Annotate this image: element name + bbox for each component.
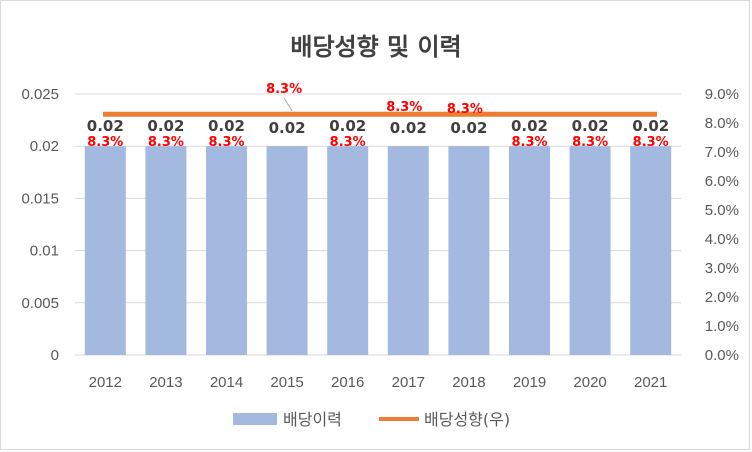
line-data-label: 8.3% <box>447 102 483 117</box>
bar-data-label: 0.02 <box>208 117 245 135</box>
x-tick-label: 2013 <box>149 374 182 391</box>
right-tick-label: 9.0% <box>705 86 739 103</box>
right-tick-label: 7.0% <box>705 144 739 161</box>
bar <box>630 146 672 355</box>
x-tick-label: 2016 <box>331 374 364 391</box>
bar <box>387 146 429 355</box>
left-tick-label: 0.025 <box>21 86 59 103</box>
bar-data-label: 0.02 <box>269 119 306 137</box>
right-tick-label: 0.0% <box>705 347 739 364</box>
x-tick-label: 2012 <box>89 374 122 391</box>
bar <box>327 146 369 355</box>
right-tick-label: 3.0% <box>705 260 739 277</box>
leader-line <box>283 97 293 112</box>
left-tick-label: 0.015 <box>21 190 59 207</box>
line-data-label: 8.3% <box>330 135 366 150</box>
right-tick-label: 6.0% <box>705 173 739 190</box>
line-data-label: 8.3% <box>386 100 422 115</box>
left-tick-label: 0.01 <box>30 243 59 260</box>
left-tick-label: 0.005 <box>21 295 59 312</box>
bars <box>84 146 672 355</box>
bar <box>509 146 550 355</box>
bar-data-label: 0.02 <box>572 117 609 135</box>
chart-title: 배당성향 및 이력 <box>290 33 461 61</box>
line-data-label: 8.3% <box>511 135 547 150</box>
x-tick-label: 2018 <box>452 374 485 391</box>
line-data-label: 8.3% <box>148 135 184 150</box>
bar <box>145 146 187 355</box>
x-tick-label: 2021 <box>634 374 667 391</box>
legend: 배당이력 배당성향(우) <box>233 410 510 429</box>
bar-data-label: 0.02 <box>390 119 427 137</box>
bar-data-label: 0.02 <box>632 117 669 135</box>
bar <box>266 146 308 355</box>
x-tick-label: 2019 <box>513 374 546 391</box>
x-tick-label: 2015 <box>270 374 303 391</box>
left-axis: 0 0.005 0.01 0.015 0.02 0.025 <box>21 86 59 364</box>
x-tick-label: 2020 <box>573 374 606 391</box>
line-data-label: 8.3% <box>208 135 244 150</box>
legend-label-line: 배당성향(우) <box>424 410 510 429</box>
bar-data-label: 0.02 <box>450 119 487 137</box>
x-tick-label: 2014 <box>210 374 243 391</box>
line-data-label: 8.3% <box>87 135 123 150</box>
bar-data-label: 0.02 <box>87 117 124 135</box>
right-tick-label: 1.0% <box>705 318 739 335</box>
bar <box>206 146 247 355</box>
bar-data-label: 0.02 <box>329 117 366 135</box>
left-tick-label: 0.02 <box>30 138 59 155</box>
x-tick-label: 2017 <box>392 374 425 391</box>
right-tick-label: 8.0% <box>705 115 739 132</box>
right-tick-label: 5.0% <box>705 202 739 219</box>
bar <box>84 146 126 355</box>
bar <box>569 146 611 355</box>
bar-data-label: 0.02 <box>511 117 548 135</box>
bar-data-label: 0.02 <box>147 117 184 135</box>
right-tick-label: 4.0% <box>705 231 739 248</box>
right-tick-label: 2.0% <box>705 289 739 306</box>
bar <box>448 146 490 355</box>
legend-label-bar: 배당이력 <box>283 410 342 429</box>
x-axis: 2012 2013 2014 2015 2016 2017 2018 2019 2020 2021 <box>89 374 668 391</box>
legend-swatch-bar <box>233 413 277 425</box>
data-labels: 0.02 0.02 0.02 0.02 0.02 0.02 0.02 0.02 0.02 0.02… <box>87 82 669 150</box>
line-data-label: 8.3% <box>633 135 669 150</box>
line-data-label: 8.3% <box>572 135 608 150</box>
line-data-label: 8.3% <box>266 82 302 97</box>
left-tick-label: 0 <box>51 347 59 364</box>
right-axis: 0.0% 1.0% 2.0% 3.0% 4.0% 5.0% 6.0% 7.0% 8.0% 9.0% <box>705 86 739 364</box>
